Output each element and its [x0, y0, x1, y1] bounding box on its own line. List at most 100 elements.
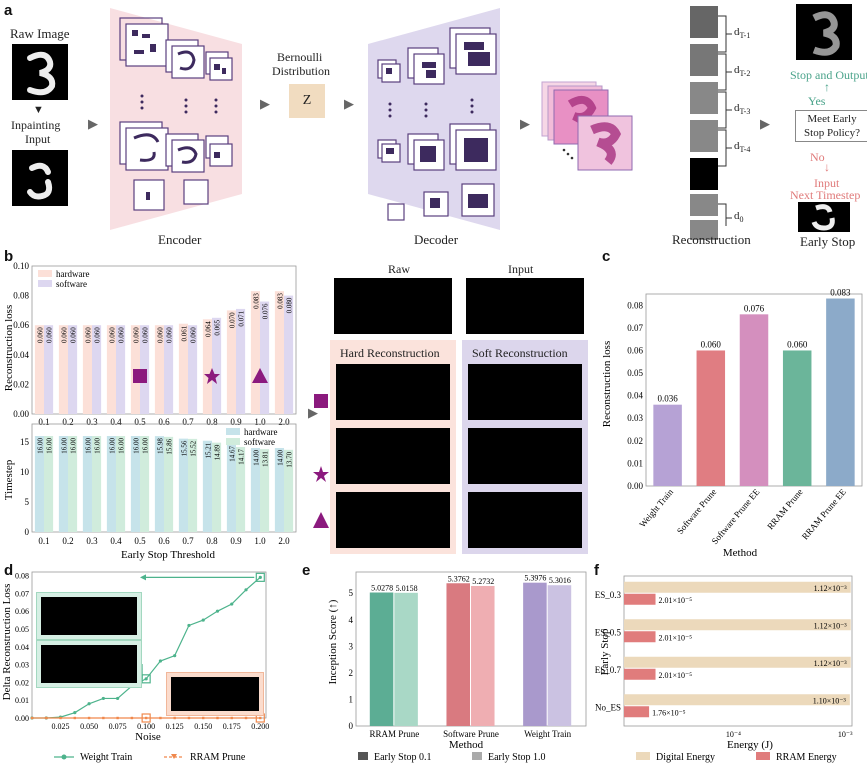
b-bottom-value-label: 16.00 [142, 438, 150, 454]
d-ytick: 0.06 [15, 607, 29, 616]
raw-title: Raw [388, 262, 410, 276]
b-bottom-bar [82, 436, 92, 532]
b-top-bar [212, 317, 222, 414]
early-stop-label: Early Stop [800, 234, 856, 249]
b-bottom-ytick: 15 [20, 437, 30, 447]
panel-label-e: e [302, 562, 311, 579]
b-bottom-value-label: 16.00 [70, 438, 78, 454]
e-bar [523, 582, 547, 726]
triangle-marker-icon [313, 512, 329, 528]
c-ytick: 0.03 [627, 413, 643, 423]
d-xtick: 0.025 [52, 722, 70, 731]
b-bottom-value-label: 16.00 [118, 438, 126, 454]
panel-label-c: c [602, 248, 611, 265]
b-bottom-xtick: 1.0 [254, 536, 266, 546]
b-bottom-xtick: 0.4 [110, 536, 122, 546]
arrow-right-icon: ▶ [344, 96, 354, 111]
b-top-bar [284, 295, 294, 414]
b-bottom-xtick: 0.7 [182, 536, 194, 546]
d-ytick: 0.05 [15, 625, 29, 634]
f-ytick: ES_0.5 [595, 627, 622, 637]
e-bar [369, 592, 394, 726]
b-top-value-label: 0.071 [238, 310, 246, 326]
b-top-legend-sw: software [56, 279, 87, 289]
e-bar [446, 583, 470, 726]
f-bar-rram [624, 631, 656, 643]
d-point [187, 623, 191, 628]
b-xlabel: Early Stop Threshold [121, 549, 215, 561]
b-bottom-bar [226, 443, 236, 532]
b-bottom-xtick: 0.9 [230, 536, 242, 546]
b-top-bar [164, 325, 174, 414]
c-value-label: 0.060 [701, 339, 722, 349]
b-top-bar [250, 291, 260, 414]
d-label-2: dT-2 [734, 64, 751, 79]
f-bar-digital [624, 656, 851, 668]
b-top-xtick: 0.1 [38, 417, 49, 427]
d-ytick: 0.07 [15, 589, 29, 598]
soft-recon-star [468, 428, 582, 484]
f-ytick: No_ES [595, 702, 621, 712]
panel-b-charts: Reconstruction loss Timestep Early Stop … [3, 262, 297, 561]
b-bottom-xtick: 0.2 [62, 536, 73, 546]
c-value-label: 0.036 [657, 394, 678, 404]
d-point [116, 716, 119, 720]
yes-label: Yes [808, 94, 826, 108]
b-bottom-bar [140, 436, 150, 532]
b-bottom-bar [92, 436, 102, 532]
b-top-xtick: 0.8 [206, 417, 218, 427]
e-ytick: 5 [349, 588, 354, 598]
b-bottom-bar [178, 438, 188, 532]
b-top-bar [116, 325, 126, 414]
f-bar-rram [624, 593, 656, 605]
b-bottom-xtick: 0.6 [158, 536, 170, 546]
hard-recon-square [336, 364, 450, 420]
no-label: No [810, 150, 825, 164]
b-top-bar [178, 323, 188, 414]
up-arrow-icon: ↑ [824, 80, 830, 94]
b-bottom-ytick: 10 [20, 467, 30, 477]
e-value-label: 5.0278 [371, 584, 393, 593]
b-bottom-bar [212, 442, 222, 532]
d-label-1: dT-1 [734, 26, 751, 41]
b-top-value-label: 0.064 [204, 321, 212, 337]
b-bottom-xtick: 0.1 [38, 536, 49, 546]
encoder-label: Encoder [158, 232, 202, 247]
b-top-bar [58, 325, 68, 414]
c-bar [696, 350, 726, 486]
b-top-legend-hw: hardware [56, 269, 89, 279]
panel-c-chart: Reconstruction loss Method 0.00 0.01 0.02 0… [601, 288, 863, 559]
b-bottom-ytick: 0 [25, 527, 30, 537]
b-bottom-bar [188, 438, 198, 532]
panel-label-a: a [4, 2, 13, 19]
arrow-right-icon: ▶ [260, 96, 270, 111]
b-bottom-legend-swatch-hw [226, 428, 240, 435]
c-bar [826, 298, 855, 486]
raw-digits-grid [334, 278, 452, 334]
b-top-bar [202, 319, 212, 414]
hard-title: Hard Reconstruction [340, 346, 440, 360]
d-ytick: 0.08 [15, 572, 29, 581]
panel-f-chart: Early Stop Energy (J) 1.12×10⁻³ 2.01×10⁻⁵… [595, 575, 853, 763]
b-bottom-legend-swatch-sw [226, 438, 240, 445]
c-ytick: 0.01 [627, 458, 643, 468]
f-value-rram: 2.01×10⁻⁵ [659, 633, 693, 642]
e-value-label: 5.0158 [396, 584, 418, 593]
b-top-ytick: 0.10 [13, 262, 29, 271]
c-ytick: 0.06 [627, 345, 643, 355]
panel-b-images: Raw Input Hard Reconstruction Soft Recon… [330, 262, 588, 554]
d-point [87, 702, 91, 706]
bernoulli-label-2: Distribution [272, 64, 331, 78]
b-marker-legend [313, 394, 329, 528]
policy-text-1: Meet Early [807, 113, 857, 125]
arrow-right-icon: ▶ [88, 116, 98, 131]
f-xtick: 10⁻⁴ [726, 730, 741, 739]
b-top-value-label: 0.060 [156, 327, 164, 343]
e-value-label: 5.3976 [524, 574, 546, 583]
timestep-brackets [718, 15, 732, 226]
b-bottom-bar [164, 436, 174, 532]
input-title: Input [508, 262, 534, 276]
d-point [230, 716, 233, 720]
b-bottom-value-label: 16.00 [84, 438, 92, 454]
d-label-4: dT-4 [734, 140, 751, 155]
